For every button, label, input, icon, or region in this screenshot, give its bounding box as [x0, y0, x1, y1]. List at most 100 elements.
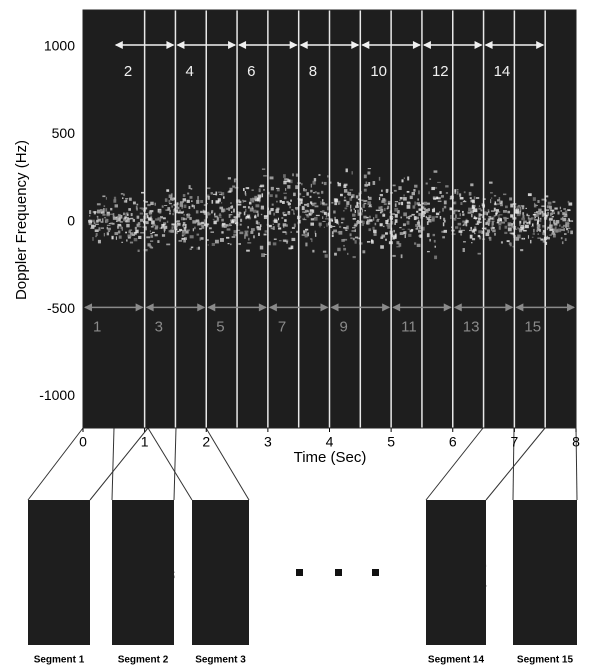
speckle — [194, 226, 196, 230]
speckle — [426, 202, 430, 205]
speckle — [254, 195, 258, 199]
speckle — [369, 219, 373, 222]
speckle — [358, 237, 361, 240]
speckle — [361, 222, 364, 226]
speckle — [441, 230, 445, 233]
speckle — [176, 224, 179, 227]
speckle — [166, 189, 170, 192]
speckle — [120, 225, 122, 229]
speckle — [554, 207, 558, 210]
speckle — [559, 206, 562, 210]
speckle — [375, 209, 380, 212]
speckle — [314, 230, 316, 234]
speckle — [368, 228, 372, 232]
speckle — [527, 193, 532, 197]
speckle — [310, 238, 313, 240]
speckle — [552, 228, 557, 231]
speckle — [434, 187, 438, 189]
speckle — [453, 201, 457, 205]
speckle — [149, 210, 154, 213]
speckle — [263, 215, 268, 217]
speckle — [522, 212, 525, 215]
speckle — [118, 235, 122, 239]
speckle — [105, 196, 107, 200]
speckle — [472, 209, 474, 214]
speckle — [507, 227, 512, 231]
speckle — [566, 227, 569, 231]
speckle — [206, 239, 209, 241]
speckle — [451, 226, 453, 229]
speckle — [505, 205, 508, 209]
speckle — [561, 226, 565, 229]
speckle — [206, 213, 211, 216]
speckle — [346, 225, 349, 230]
speckle — [283, 213, 287, 217]
speckle — [185, 223, 187, 228]
speckle — [240, 218, 243, 222]
speckle — [522, 214, 525, 219]
speckle — [255, 220, 259, 225]
speckle — [570, 230, 573, 235]
speckle — [347, 193, 351, 196]
speckle — [242, 205, 247, 209]
speckle — [396, 210, 400, 214]
thumbnail — [112, 500, 174, 645]
speckle — [517, 204, 520, 208]
speckle — [545, 241, 548, 245]
speckle — [121, 241, 124, 243]
speckle — [455, 226, 459, 229]
speckle — [283, 192, 287, 194]
speckle — [418, 227, 423, 230]
speckle — [343, 183, 348, 186]
speckle — [301, 234, 306, 236]
speckle — [393, 189, 397, 192]
speckle — [93, 211, 97, 215]
speckle — [275, 194, 278, 198]
speckle — [349, 197, 353, 201]
speckle — [105, 218, 108, 221]
speckle — [116, 225, 120, 229]
speckle — [145, 201, 148, 203]
x-tick-label: 4 — [326, 434, 334, 450]
speckle — [521, 217, 526, 221]
speckle — [201, 225, 205, 229]
speckle — [433, 239, 436, 243]
speckle — [379, 212, 382, 214]
speckle — [401, 179, 404, 183]
speckle — [189, 235, 194, 239]
speckle — [96, 215, 99, 218]
speckle — [372, 226, 375, 230]
speckle — [423, 201, 428, 206]
speckle — [302, 195, 305, 198]
segment-label: 1 — [93, 318, 101, 335]
speckle — [527, 216, 530, 220]
speckle — [239, 223, 242, 226]
speckle — [364, 210, 366, 212]
speckle — [161, 223, 164, 228]
speckle — [101, 218, 104, 222]
speckle — [293, 213, 295, 215]
speckle — [191, 200, 193, 203]
speckle — [400, 254, 403, 259]
speckle — [116, 217, 121, 221]
speckle — [357, 237, 360, 240]
speckle — [486, 220, 491, 224]
speckle — [434, 245, 436, 248]
speckle — [176, 222, 181, 226]
speckle — [561, 212, 566, 216]
speckle — [378, 176, 381, 181]
speckle — [526, 222, 529, 224]
speckle — [387, 200, 391, 205]
speckle — [432, 196, 436, 199]
speckle — [493, 207, 496, 212]
speckle — [310, 222, 315, 226]
speckle — [89, 215, 91, 217]
speckle — [216, 218, 220, 222]
speckle — [463, 191, 466, 194]
speckle — [89, 219, 92, 221]
speckle — [127, 217, 131, 220]
speckle — [97, 239, 101, 244]
speckle — [365, 216, 369, 219]
speckle — [263, 215, 267, 220]
speckle — [232, 219, 236, 221]
